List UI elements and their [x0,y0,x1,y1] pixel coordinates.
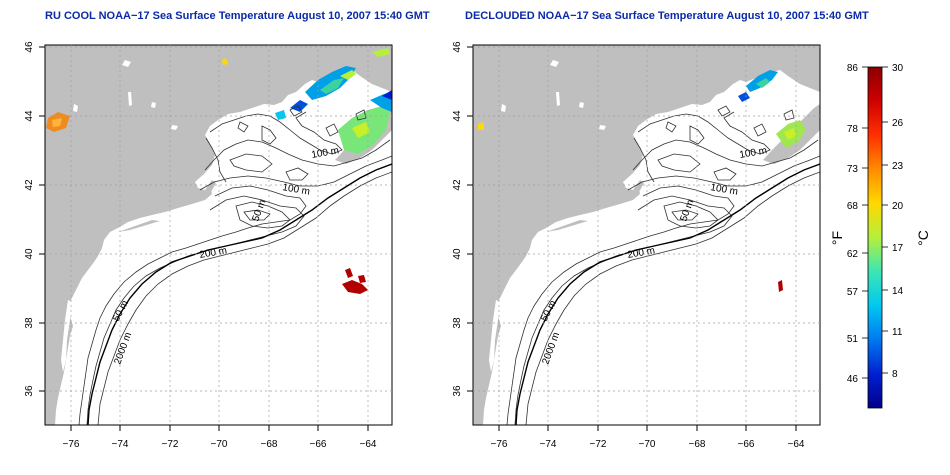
x-tick-label: −68 [261,439,278,450]
contour-2000m-thick [515,163,820,425]
y-tick-label: 38 [452,317,463,329]
colorbar-unit-celsius: °C [915,230,931,246]
land [546,220,588,232]
land [205,180,216,194]
x-tick-label: −70 [639,439,656,450]
colorbar-f-tick-label: 46 [847,374,859,385]
bays [489,300,500,372]
colorbar-f-labels: 86 78 73 68 62 57 51 46 [847,63,859,385]
bays [61,300,72,372]
y-tick-label: 46 [452,41,463,53]
map-title-right: DECLOUDED NOAA−17 Sea Surface Temperatur… [465,10,869,22]
map-grid [473,45,820,425]
colorbar-c-tick-label: 26 [892,118,904,129]
colorbar-f-tick-label: 57 [847,287,859,298]
x-tick-label: −72 [590,439,607,450]
y-tick-labels: 36 38 40 42 44 46 [452,41,463,397]
y-tick-label: 44 [24,110,35,122]
x-tick-label: −68 [689,439,706,450]
y-tick-label: 36 [452,385,463,397]
x-tick-label: −70 [211,439,228,450]
colorbar-gradient [867,66,883,409]
x-tick-labels: −76 −74 −72 −70 −68 −66 −64 [63,439,377,450]
x-tick-label: −74 [112,439,129,450]
x-tick-label: −74 [540,439,557,450]
y-tick-label: 44 [452,110,463,122]
y-tick-label: 46 [24,41,35,53]
colorbar-c-tick-label: 30 [892,63,904,74]
colorbar-f-tick-label: 78 [847,124,859,135]
land [118,220,160,232]
x-tick-label: −64 [788,439,805,450]
contour-2000m-thick [87,163,392,425]
colorbar-ticks [862,66,888,379]
sst-scotian-shelf-patch [338,90,392,154]
y-tick-label: 40 [452,248,463,260]
axis-ticks [39,46,369,431]
sst-gulf-stream-eddy [342,268,368,294]
colorbar-c-tick-label: 20 [892,201,904,212]
axis-ticks [467,46,797,431]
x-tick-label: −76 [63,439,80,450]
x-tick-label: −72 [162,439,179,450]
lakes [73,60,178,130]
contour-label: 200 m [199,245,228,261]
sst-coastal-patch [478,122,484,130]
land [45,45,392,425]
x-tick-label: −76 [491,439,508,450]
contour-label: 100 m [739,145,768,161]
colorbar-c-tick-label: 14 [892,286,904,297]
contour-label: 100 m [311,145,340,161]
contour-label: 100 m [281,182,310,198]
y-tick-label: 36 [24,385,35,397]
contour-label: 200 m [627,245,656,261]
sst-scotian-shelf-patch [776,120,806,148]
x-tick-label: −64 [360,439,377,450]
y-tick-label: 42 [452,179,463,191]
bays [80,278,86,292]
colorbar-f-tick-label: 73 [847,164,859,175]
colorbar-unit-fahrenheit: °F [829,231,845,245]
map-title-left: RU COOL NOAA−17 Sea Surface Temperature … [45,10,430,22]
y-tick-label: 42 [24,179,35,191]
x-tick-labels: −76 −74 −72 −70 −68 −66 −64 [491,439,805,450]
bays [508,278,514,292]
sst-gulf-stream-eddy [778,280,783,292]
contour-label: 100 m [709,182,738,198]
map-panel-right: 100 m 100 m 50 m 200 m 50 m 2000 m −76 −… [452,41,821,450]
sst-coastal-patch [46,48,390,132]
colorbar-f-tick-label: 62 [847,249,859,260]
map-panel-left: 100 m 100 m 50 m 200 m 50 m 2000 m −76 −… [24,41,393,450]
colorbar-f-tick-label: 86 [847,63,859,74]
sst-gulf-of-maine-patch [738,70,778,102]
colorbar-c-tick-label: 23 [892,161,904,172]
colorbar-c-tick-label: 17 [892,243,904,254]
land [633,180,644,194]
map-grid [45,45,392,425]
colorbar-c-tick-label: 8 [892,369,898,380]
colorbar-f-tick-label: 51 [847,334,859,345]
colorbar-c-tick-label: 11 [892,327,903,338]
y-tick-label: 40 [24,248,35,260]
y-tick-label: 38 [24,317,35,329]
land [473,45,820,425]
colorbar-f-tick-label: 68 [847,201,859,212]
x-tick-label: −66 [738,439,755,450]
colorbar-c-labels: 30 26 23 20 17 14 11 8 [892,63,904,380]
lakes [501,60,606,130]
colorbar: 86 78 73 68 62 57 51 46 30 26 23 20 17 1… [829,63,931,409]
x-tick-label: −66 [310,439,327,450]
y-tick-labels: 36 38 40 42 44 46 [24,41,35,397]
